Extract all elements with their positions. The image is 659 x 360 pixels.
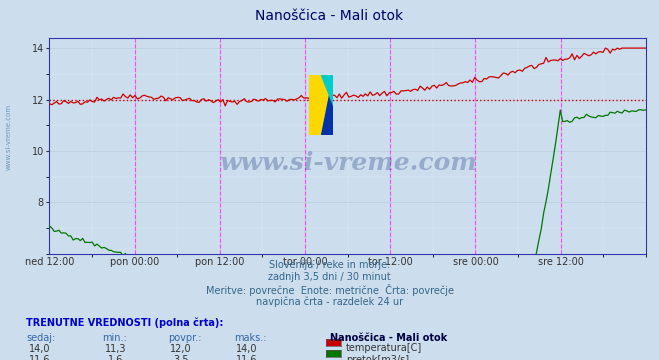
Text: Nanoščica - Mali otok: Nanoščica - Mali otok [330, 333, 447, 343]
Text: TRENUTNE VREDNOSTI (polna črta):: TRENUTNE VREDNOSTI (polna črta): [26, 318, 224, 328]
Text: 11,6: 11,6 [29, 355, 50, 360]
Text: navpična črta - razdelek 24 ur: navpična črta - razdelek 24 ur [256, 297, 403, 307]
Text: Slovenija / reke in morje.: Slovenija / reke in morje. [269, 260, 390, 270]
Text: www.si-vreme.com: www.si-vreme.com [5, 104, 11, 170]
Text: zadnjh 3,5 dni / 30 minut: zadnjh 3,5 dni / 30 minut [268, 272, 391, 282]
Text: temperatura[C]: temperatura[C] [346, 343, 422, 354]
Text: 12,0: 12,0 [171, 344, 192, 354]
Text: povpr.:: povpr.: [168, 333, 202, 343]
Text: www.si-vreme.com: www.si-vreme.com [219, 151, 476, 175]
Text: Nanoščica - Mali otok: Nanoščica - Mali otok [256, 9, 403, 23]
Text: Meritve: povrečne  Enote: metrične  Črta: povrečje: Meritve: povrečne Enote: metrične Črta: … [206, 284, 453, 296]
Text: 14,0: 14,0 [29, 344, 50, 354]
Text: 11,3: 11,3 [105, 344, 126, 354]
Text: 14,0: 14,0 [237, 344, 258, 354]
Text: sedaj:: sedaj: [26, 333, 55, 343]
Text: 11,6: 11,6 [237, 355, 258, 360]
Text: 1,6: 1,6 [107, 355, 123, 360]
Text: 3,5: 3,5 [173, 355, 189, 360]
Text: pretok[m3/s]: pretok[m3/s] [346, 355, 409, 360]
Text: min.:: min.: [102, 333, 127, 343]
Text: maks.:: maks.: [234, 333, 266, 343]
